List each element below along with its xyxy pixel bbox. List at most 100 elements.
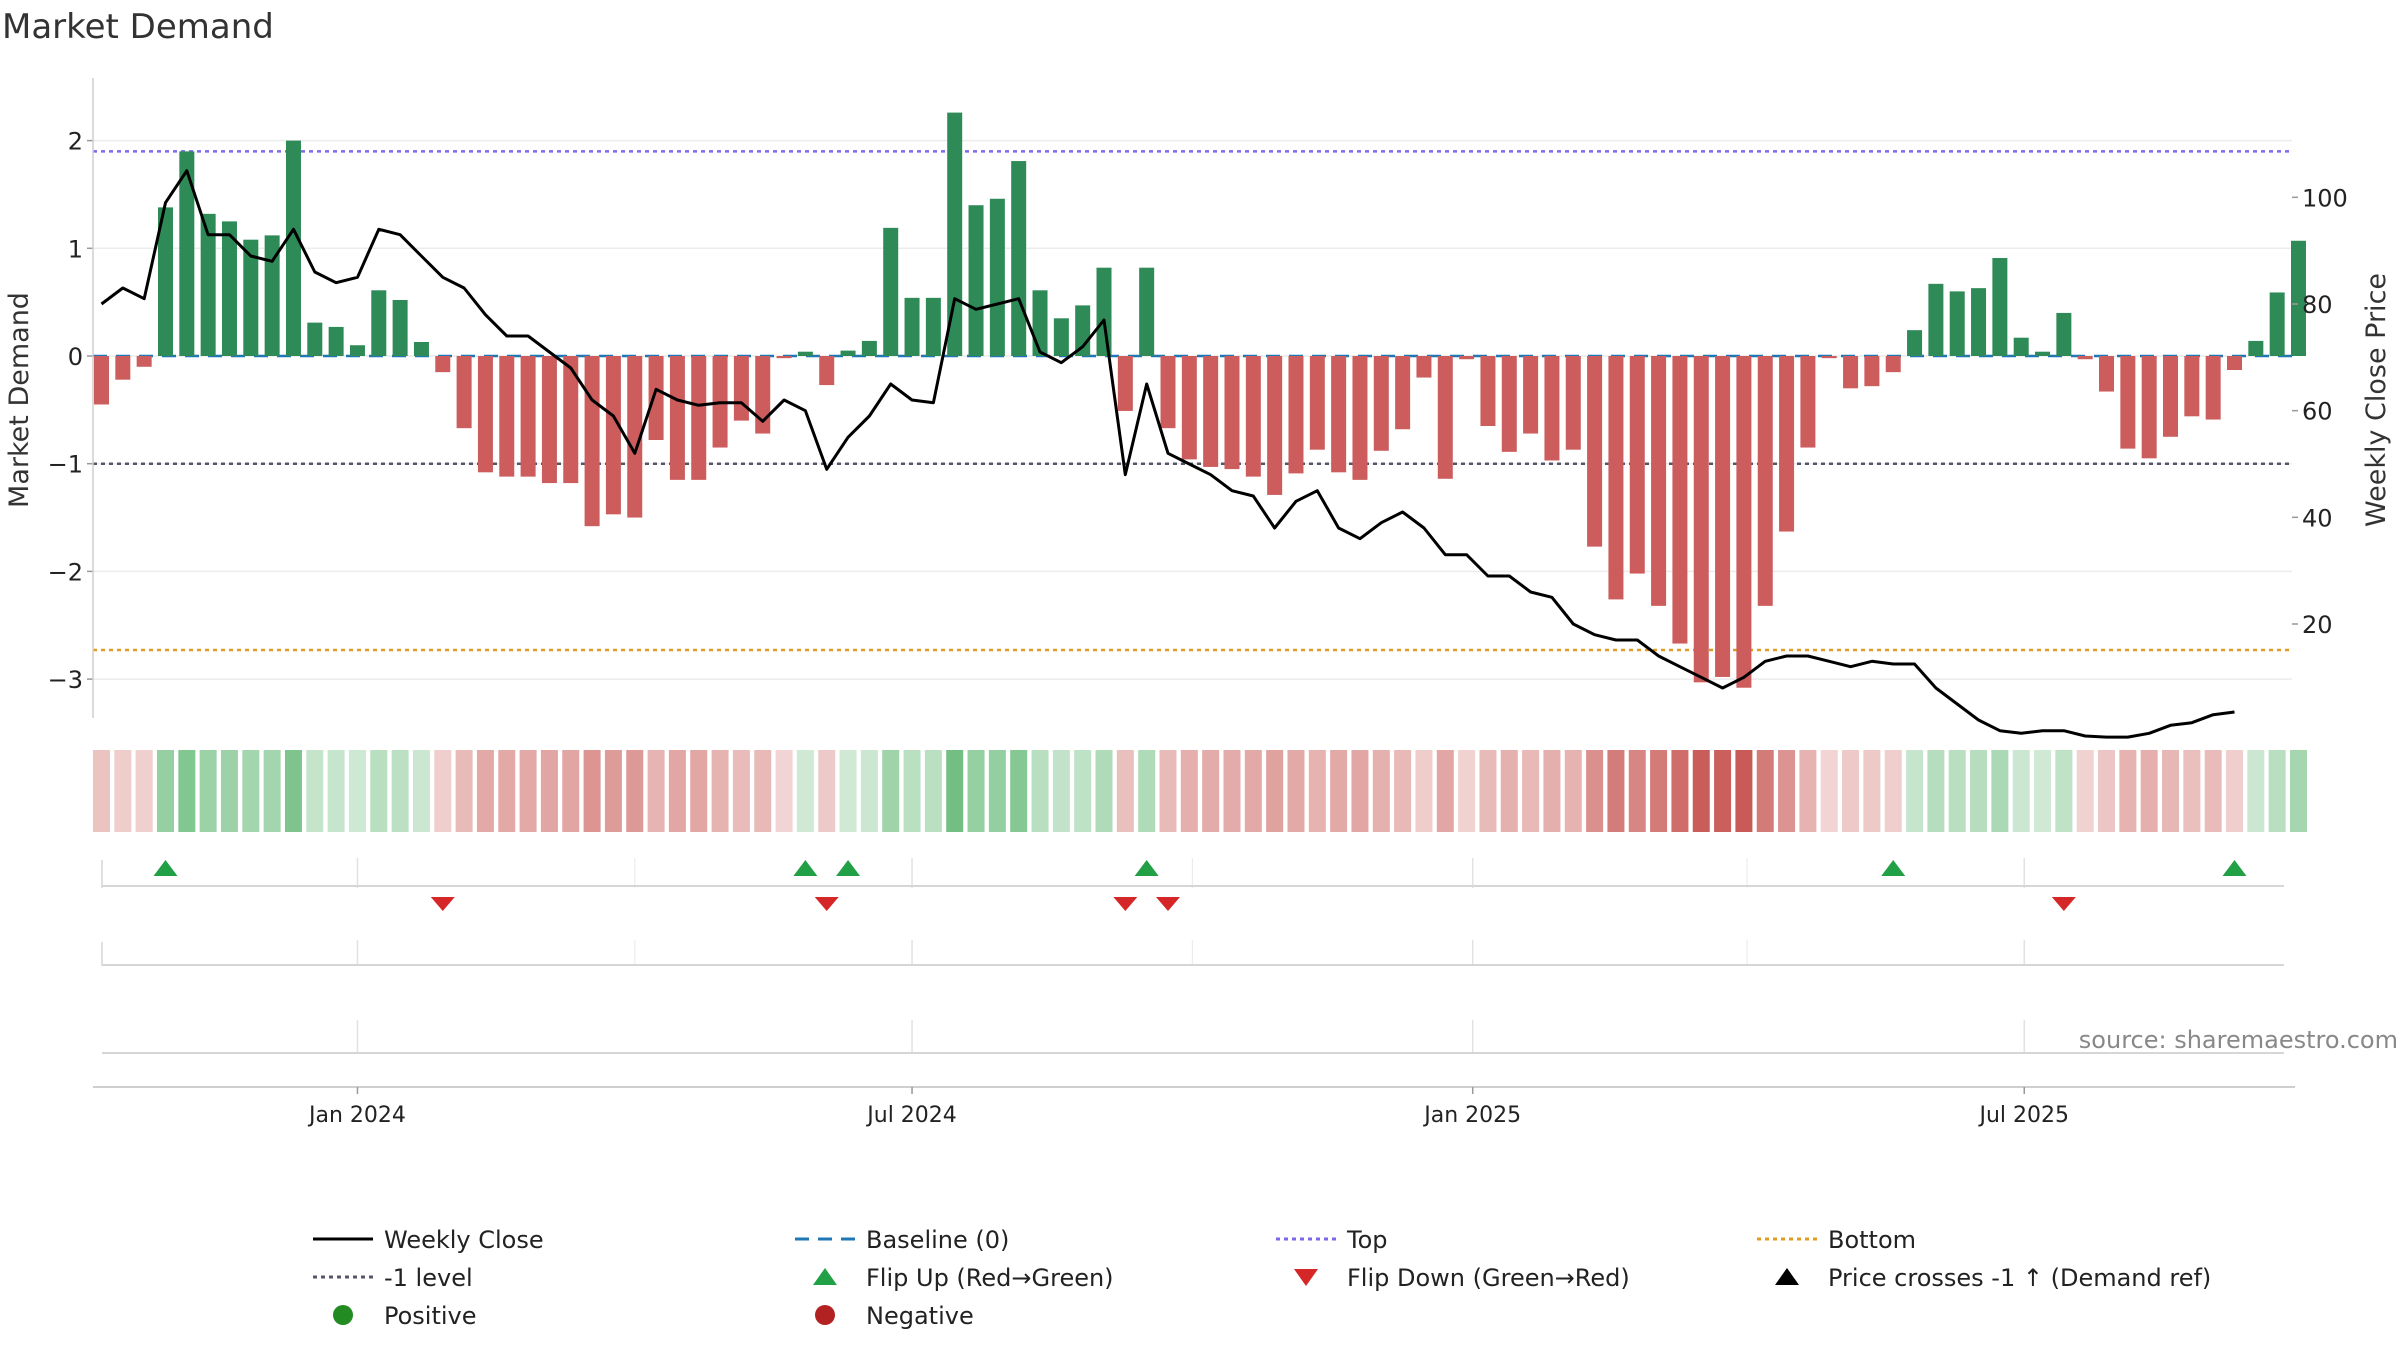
demand-bar (840, 350, 856, 356)
heat-cell (1266, 750, 1284, 832)
demand-bar (2035, 351, 2051, 356)
heat-cell (327, 750, 345, 832)
heat-cell (1138, 750, 1156, 832)
demand-bar (861, 340, 877, 356)
grid-layer (93, 139, 2292, 1054)
heat-cell (647, 750, 665, 832)
demand-bar (115, 356, 131, 380)
demand-bar (1096, 267, 1112, 356)
demand-bar (477, 356, 493, 473)
heat-cell (1116, 750, 1134, 832)
demand-bar (1587, 356, 1603, 547)
legend-label: Top (1346, 1226, 1388, 1254)
demand-bar (1309, 356, 1325, 450)
demand-bar (1139, 267, 1155, 356)
demand-bar (1629, 356, 1645, 574)
heat-cell (2140, 750, 2158, 832)
demand-bar (989, 198, 1005, 356)
demand-bar (755, 356, 771, 434)
demand-bar (456, 356, 472, 429)
demand-bar (2077, 356, 2093, 360)
demand-bar (1352, 356, 1368, 480)
heat-cell (2098, 750, 2116, 832)
demand-bar (2227, 356, 2242, 371)
demand-bar (2141, 356, 2157, 459)
demand-bar (1608, 356, 1624, 600)
flip-up-marker (1881, 860, 1906, 876)
heat-cell (1223, 750, 1241, 832)
legend-swatch-circle (333, 1305, 353, 1325)
heat-cell (348, 750, 366, 832)
demand-bar (264, 235, 280, 356)
heat-cell (1159, 750, 1177, 832)
demand-bar (2290, 240, 2306, 356)
demand-bar (776, 356, 792, 359)
legend-swatch-up-triangle (813, 1268, 837, 1285)
demand-bar (307, 322, 323, 356)
heat-cell (455, 750, 473, 832)
heat-cell (860, 750, 878, 832)
heat-cell (2034, 750, 2052, 832)
demand-bar (1672, 356, 1688, 644)
heat-cell (1330, 750, 1348, 832)
demand-bar (1651, 356, 1667, 606)
axes: 2 1 0 −1 −2 −3 100 80 60 40 20 Jan 2024 Jul 2024 Jan … (48, 78, 2348, 1128)
heat-cell (754, 750, 772, 832)
demand-bar (1459, 356, 1475, 360)
legend-swatch-up-triangle (1775, 1268, 1799, 1285)
heat-cell (1308, 750, 1326, 832)
heat-cell (93, 750, 110, 832)
heat-cell (1415, 750, 1433, 832)
heat-cell (540, 750, 558, 832)
legend-label: -1 level (384, 1264, 473, 1292)
heat-cell (1351, 750, 1369, 832)
demand-bar (925, 297, 941, 356)
heat-cell (732, 750, 750, 832)
demand-bar (200, 213, 216, 356)
demand-bar (968, 205, 984, 356)
heat-cell (242, 750, 260, 832)
demand-bar (1693, 356, 1709, 683)
legend-label: Bottom (1828, 1226, 1916, 1254)
demand-bar (2184, 356, 2200, 417)
flip-down-marker (2051, 897, 2076, 911)
price-line-layer (100, 169, 2235, 739)
heat-cell (2012, 750, 2030, 832)
heat-cell (1031, 750, 1049, 832)
heat-cell (1991, 750, 2009, 832)
heat-cell (284, 750, 302, 832)
heat-cell (135, 750, 153, 832)
demand-bar (1117, 356, 1133, 411)
heat-cell (306, 750, 324, 832)
demand-bar (2099, 356, 2115, 392)
demand-bar (1523, 356, 1539, 434)
demand-bar (1928, 283, 1944, 356)
legend-item: Flip Down (Green→Red) (1294, 1264, 1630, 1292)
legend-item: Price crosses -1 ↑ (Demand ref) (1775, 1264, 2211, 1292)
demand-bar (904, 297, 920, 356)
heat-cell (1650, 750, 1668, 832)
demand-bar (733, 356, 749, 421)
y-tick-label: 1 (68, 235, 83, 263)
legend-label: Baseline (0) (866, 1226, 1009, 1254)
y2-tick-label: 60 (2302, 398, 2333, 426)
demand-bar (1288, 356, 1304, 474)
legend-swatch-circle (815, 1305, 835, 1325)
heat-cell (2289, 750, 2307, 832)
demand-bar (1843, 356, 1859, 389)
heat-cell (1180, 750, 1198, 832)
heat-cell (1778, 750, 1796, 832)
demand-bar (1373, 356, 1389, 451)
demand-bar (328, 326, 344, 356)
y-tick-label: −2 (48, 558, 83, 586)
flip-up-marker (2222, 860, 2247, 876)
demand-bar (2269, 292, 2285, 356)
flip-up-marker (153, 860, 178, 876)
heat-cell (604, 750, 622, 832)
demand-bar (285, 140, 301, 356)
demand-bar (2120, 356, 2136, 449)
demand-bar (2163, 356, 2179, 437)
demand-bar (1437, 356, 1453, 479)
demand-bars (94, 112, 2306, 688)
legend-label: Weekly Close (384, 1226, 544, 1254)
